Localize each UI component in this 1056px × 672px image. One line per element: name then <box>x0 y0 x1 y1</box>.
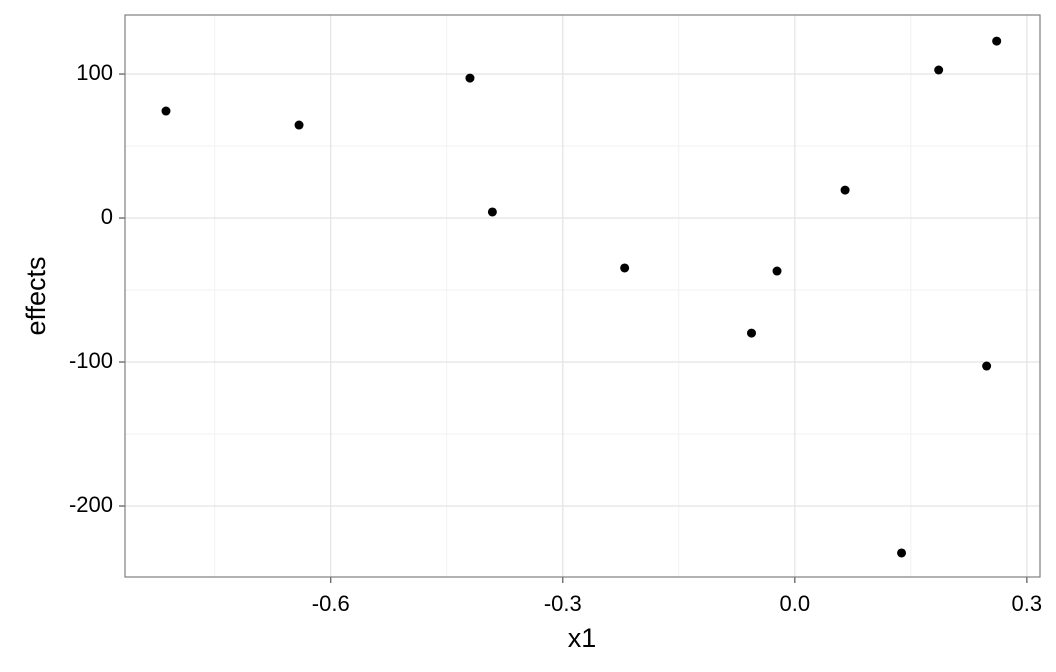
point <box>747 328 757 338</box>
point <box>934 65 944 75</box>
y-tick-label: -100 <box>69 348 113 373</box>
point <box>487 207 497 217</box>
x-tick-label: 0.0 <box>780 591 811 616</box>
x-tick-label: -0.3 <box>544 591 582 616</box>
x-axis-title: x1 <box>568 623 597 653</box>
point <box>161 106 171 116</box>
y-tick-label: -200 <box>69 492 113 517</box>
x-tick-label: 0.3 <box>1012 591 1043 616</box>
point <box>982 361 992 371</box>
y-tick-label: 100 <box>76 60 113 85</box>
point <box>294 120 304 130</box>
point <box>772 266 782 276</box>
point <box>840 185 850 195</box>
y-axis-title: effects <box>21 256 51 335</box>
point <box>465 73 475 83</box>
x-tick-label: -0.6 <box>312 591 350 616</box>
point <box>620 263 630 273</box>
point <box>897 548 907 558</box>
point <box>992 36 1002 46</box>
plot-border <box>124 14 1041 578</box>
y-tick-label: 0 <box>101 204 113 229</box>
